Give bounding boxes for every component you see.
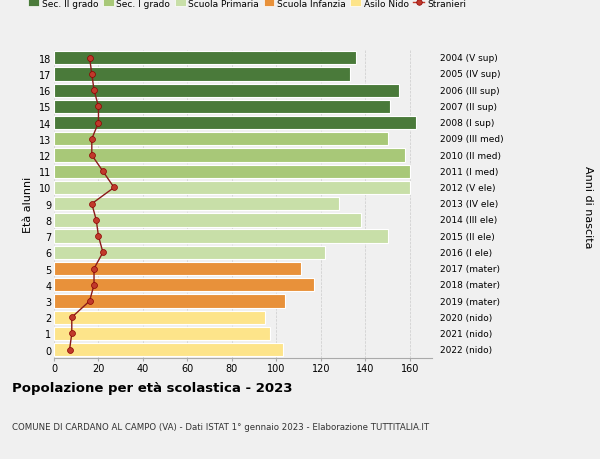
Bar	[54, 117, 416, 130]
Bar	[54, 311, 265, 324]
Bar	[54, 279, 314, 292]
Bar	[54, 343, 283, 357]
Text: 2017 (mater): 2017 (mater)	[439, 264, 499, 274]
Bar	[54, 133, 388, 146]
Text: Anni di nascita: Anni di nascita	[583, 165, 593, 248]
Point	[87, 152, 97, 159]
Point	[89, 281, 99, 289]
Point	[65, 346, 74, 353]
Bar	[54, 230, 388, 243]
Text: 2011 (I med): 2011 (I med)	[439, 168, 498, 176]
Bar	[54, 214, 361, 227]
Point	[94, 120, 103, 127]
Text: 2007 (II sup): 2007 (II sup)	[439, 103, 497, 112]
Text: 2018 (mater): 2018 (mater)	[439, 281, 499, 290]
Bar	[54, 198, 338, 211]
Text: 2005 (IV sup): 2005 (IV sup)	[439, 70, 500, 79]
Point	[67, 330, 77, 337]
Point	[87, 136, 97, 143]
Point	[87, 71, 97, 78]
Text: COMUNE DI CARDANO AL CAMPO (VA) - Dati ISTAT 1° gennaio 2023 - Elaborazione TUTT: COMUNE DI CARDANO AL CAMPO (VA) - Dati I…	[12, 422, 429, 431]
Bar	[54, 84, 398, 98]
Bar	[54, 263, 301, 276]
Point	[98, 168, 108, 175]
Text: 2012 (V ele): 2012 (V ele)	[439, 184, 495, 193]
Bar	[54, 149, 406, 162]
Point	[89, 265, 99, 273]
Text: 2015 (II ele): 2015 (II ele)	[439, 232, 494, 241]
Point	[87, 201, 97, 208]
Text: 2021 (nido): 2021 (nido)	[439, 329, 492, 338]
Text: 2022 (nido): 2022 (nido)	[439, 346, 491, 354]
Point	[85, 298, 94, 305]
Bar	[54, 101, 390, 114]
Bar	[54, 165, 410, 179]
Text: 2020 (nido): 2020 (nido)	[439, 313, 492, 322]
Point	[109, 185, 119, 192]
Point	[91, 217, 101, 224]
Text: Popolazione per età scolastica - 2023: Popolazione per età scolastica - 2023	[12, 381, 293, 394]
Text: 2004 (V sup): 2004 (V sup)	[439, 54, 497, 63]
Text: 2008 (I sup): 2008 (I sup)	[439, 119, 494, 128]
Bar	[54, 52, 356, 65]
Point	[85, 55, 94, 62]
Bar	[54, 246, 325, 259]
Text: 2006 (III sup): 2006 (III sup)	[439, 86, 499, 95]
Text: 2010 (II med): 2010 (II med)	[439, 151, 500, 160]
Text: 2013 (IV ele): 2013 (IV ele)	[439, 200, 498, 209]
Bar	[54, 68, 350, 81]
Text: 2016 (I ele): 2016 (I ele)	[439, 248, 491, 257]
Point	[89, 87, 99, 95]
Point	[98, 249, 108, 257]
Y-axis label: Età alunni: Età alunni	[23, 176, 33, 232]
Bar	[54, 181, 410, 195]
Point	[94, 103, 103, 111]
Bar	[54, 327, 269, 341]
Legend: Sec. II grado, Sec. I grado, Scuola Primaria, Scuola Infanzia, Asilo Nido, Stran: Sec. II grado, Sec. I grado, Scuola Prim…	[28, 0, 466, 9]
Text: 2009 (III med): 2009 (III med)	[439, 135, 503, 144]
Point	[94, 233, 103, 241]
Text: 2019 (mater): 2019 (mater)	[439, 297, 499, 306]
Bar	[54, 295, 285, 308]
Text: 2014 (III ele): 2014 (III ele)	[439, 216, 497, 225]
Point	[67, 314, 77, 321]
